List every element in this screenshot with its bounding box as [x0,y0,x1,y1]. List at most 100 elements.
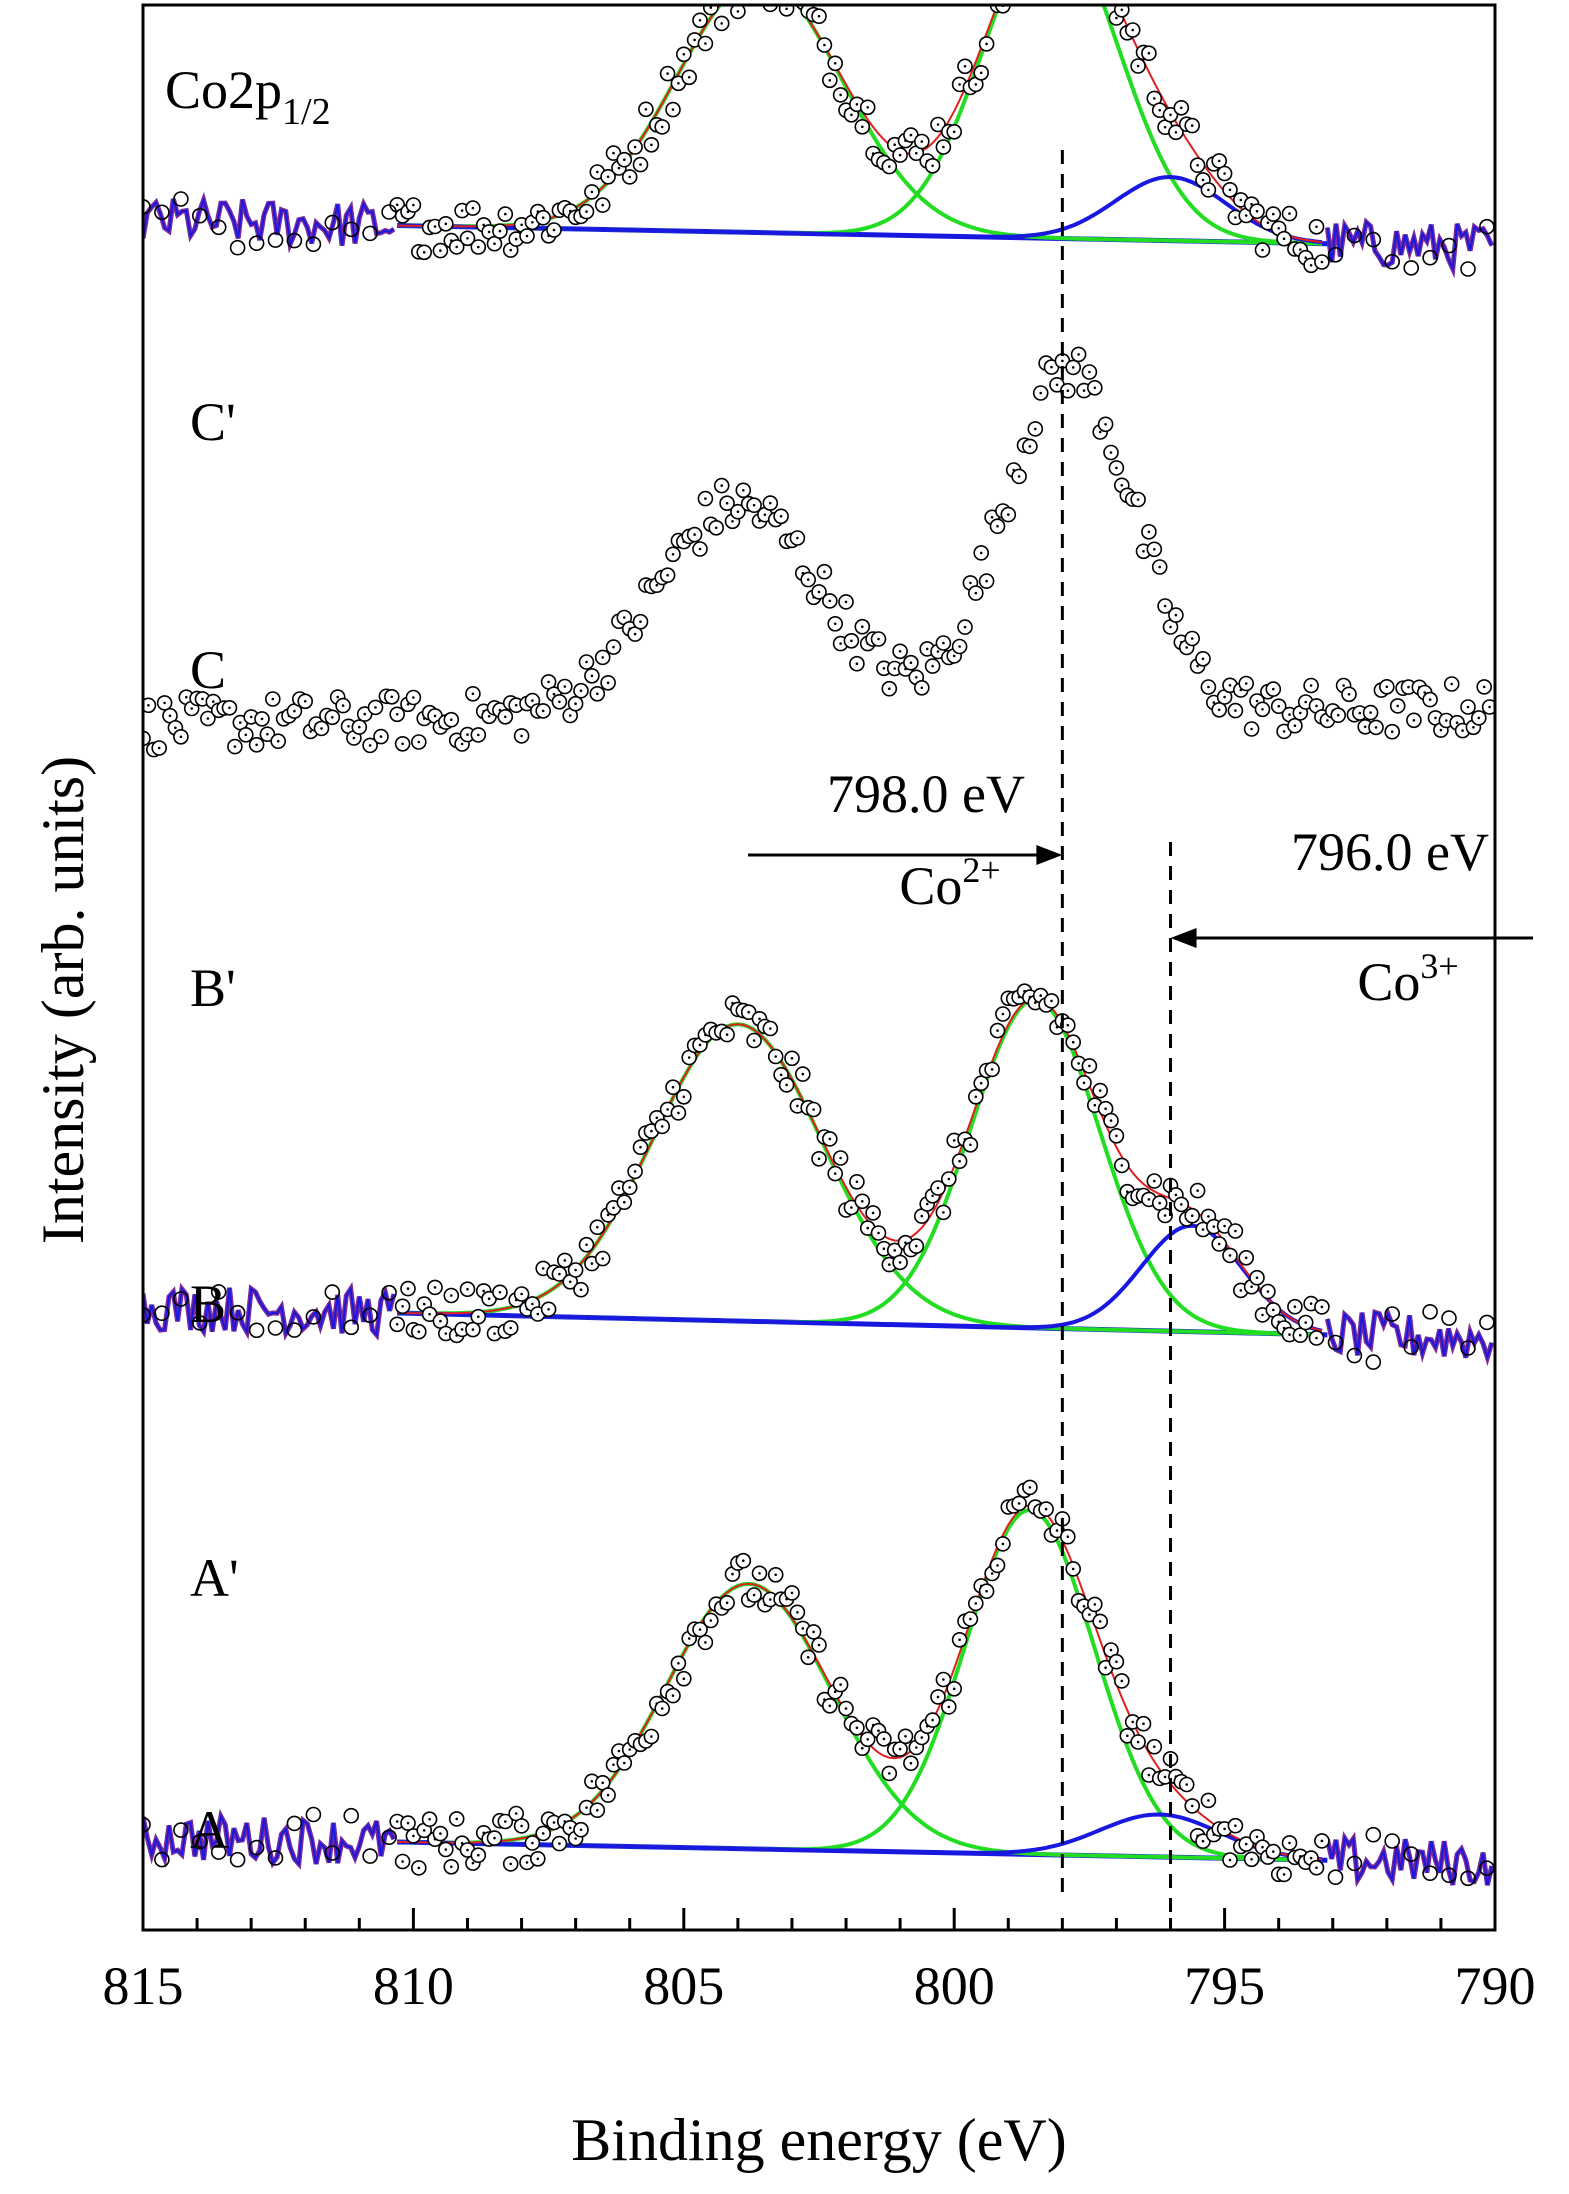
data-point-center [239,721,242,724]
data-point-center [174,726,177,730]
data-point-center [601,656,604,659]
data-point-center [731,1572,734,1576]
data-point-center [979,551,983,555]
data-point-center [606,1213,610,1217]
data-point-center [498,229,502,233]
data-point-center [1120,484,1124,487]
data-point [143,1816,151,1833]
data-point-center [552,228,556,232]
data-point-center [255,743,258,747]
data-point-center [952,654,956,658]
fit-peak-co3 [397,1812,1323,1862]
data-point-center [1288,1333,1291,1336]
data-point-center [1239,198,1243,202]
data-point-center [612,1206,615,1210]
data-point-center [1255,1835,1259,1839]
data-point-center [1407,685,1410,689]
data-point-center [1136,64,1140,68]
data-point-center [536,1857,540,1861]
data-point [210,219,227,236]
data-point-center [952,1139,956,1142]
data-point-center [596,1808,599,1812]
data-point-center [244,733,248,737]
data-point-center [1174,1193,1178,1197]
data-point-center [855,662,859,665]
data-point-center [1196,163,1199,167]
data-point-center [828,1704,832,1708]
data-point-center [428,1817,431,1821]
data-point-center [623,158,626,161]
data-point [173,1822,189,1838]
data-point-center [920,686,924,690]
data-point-center [660,125,664,129]
data-point-center [433,1286,437,1289]
data-point-center [839,642,842,645]
data-point-center [844,1707,848,1710]
data-point-center [1244,1842,1248,1846]
data-point-center [525,1861,529,1864]
data-point-center [590,674,594,678]
data-point-center [1153,548,1156,551]
x-axis-title: Binding energy (eV) [571,2107,1066,2173]
data-point-center [839,93,842,97]
data-point-center [915,1244,918,1248]
data-point-center [1223,1827,1226,1831]
data-point-center [514,1812,518,1815]
data-point-center [1207,1215,1210,1218]
data-point-center [736,510,740,513]
data-point-center [725,1033,729,1036]
data-point-center [1180,1203,1183,1206]
data-point-center [509,1862,512,1866]
data-point-center [758,1572,761,1575]
data-point-center [450,1294,453,1297]
data-point-center [1396,704,1399,708]
data-point-center [817,14,821,18]
data-point-center [1244,214,1248,217]
data-point-center [931,1718,934,1722]
data-point-center [877,1729,880,1732]
data-point-center [568,1280,572,1284]
data-point-center [1061,359,1064,363]
data-point-center [574,702,577,705]
data-point-center [1272,212,1275,216]
data-point [1441,1867,1457,1883]
data-point-center [460,209,464,212]
data-point-center [558,700,561,704]
data-point [324,1284,341,1300]
data-point-center [1163,604,1167,608]
data-point [1441,1310,1457,1326]
data-point-center [774,1573,777,1577]
data-point-center [979,71,983,75]
data-point-center [882,1247,886,1250]
data-point-center [1001,1542,1005,1546]
data-point-center [1196,1189,1199,1192]
data-point-center [893,667,896,670]
data-point-center [812,1630,815,1634]
data-point-center [839,1683,842,1686]
data-point-center [817,1643,821,1647]
data-point [1327,247,1344,263]
data-point-center [514,703,518,707]
data-point [778,5,795,17]
data-point-center [828,1137,832,1141]
data-point-center [1282,237,1286,240]
data-point-center [785,1083,788,1087]
data-point-center [1201,657,1205,661]
data-point-center [682,1095,686,1099]
data-point-center [1363,725,1367,729]
data-point [229,1851,246,1868]
x-tick-label: 805 [643,1956,724,2016]
data-point-center [833,1690,837,1693]
annotation-co3-arrowhead [1170,928,1197,948]
data-point-center [1098,1620,1102,1623]
series-B [143,346,1495,758]
data-point-center [785,7,788,11]
data-point-center [1190,124,1194,127]
data-point-center [1126,1734,1129,1738]
data-point-center [455,245,459,249]
noise-trace-overlay [143,196,1493,273]
data-point-center [493,1836,496,1840]
data-point-center [915,151,918,155]
data-point-center [520,223,523,227]
data-point-center [422,251,426,254]
